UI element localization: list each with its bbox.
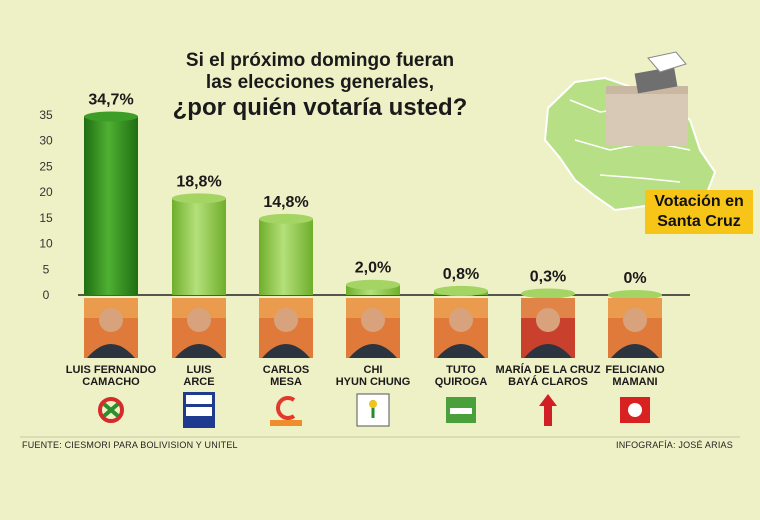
candidate-name-line: MESA	[270, 376, 302, 388]
party-logo-icon	[620, 397, 650, 423]
santa-cruz-map-icon	[543, 51, 717, 212]
candidate-name-line: LUIS FERNANDO	[66, 364, 157, 376]
candidate-name-line: MARÍA DE LA CRUZ	[496, 363, 601, 376]
headline-line-2: las elecciones generales,	[205, 72, 435, 93]
candidate-photo	[608, 298, 662, 358]
bar-cap	[521, 288, 575, 299]
bar-cap	[434, 285, 488, 296]
y-tick-label: 15	[39, 211, 53, 225]
candidate-photo	[84, 298, 138, 358]
y-tick-label: 5	[43, 262, 50, 276]
bar-value-label: 14,8%	[263, 194, 308, 211]
headline-question: ¿por quién votaría usted?	[172, 94, 468, 121]
candidate-photo	[521, 298, 575, 358]
party-logo-icon	[446, 397, 476, 423]
bar-value-label: 18,8%	[176, 173, 221, 190]
candidate-name-line: BAYÁ CLAROS	[508, 375, 588, 388]
bar	[84, 116, 138, 296]
candidate-name-line: CARLOS	[263, 364, 309, 376]
bars-group: 34,7% 18,8% 14,8% 2,0% 0,8% 0,3% 0%	[84, 92, 662, 300]
y-axis: 0 5 10 15 20 25 30 35	[39, 108, 53, 302]
y-tick-label: 25	[39, 159, 53, 173]
y-tick-label: 10	[39, 237, 53, 251]
credit-note: INFOGRAFÍA: JOSÉ ARIAS	[616, 440, 733, 450]
region-badge: Votación en Santa Cruz	[645, 190, 753, 234]
bar-cap	[172, 193, 226, 204]
candidate-photo	[259, 298, 313, 358]
headline-line-1: Si el próximo domingo fueran	[185, 50, 455, 71]
candidate-photo	[346, 298, 400, 358]
y-tick-label: 30	[39, 134, 53, 148]
candidate-name-line: TUTO	[446, 364, 476, 376]
bar-cap	[84, 111, 138, 122]
y-tick-label: 0	[43, 288, 50, 302]
candidate-photo	[434, 298, 488, 358]
candidate-name-line: QUIROGA	[435, 376, 488, 388]
party-logos	[98, 392, 650, 428]
candidate-name-line: CHI	[364, 364, 383, 376]
bar	[346, 284, 400, 295]
bar-cap	[346, 279, 400, 290]
bar-value-label: 0,3%	[530, 268, 566, 285]
party-logo-icon	[183, 392, 215, 428]
bar-cap	[608, 290, 662, 300]
candidate-photos	[84, 298, 662, 358]
region-badge-line-1: Votación en	[654, 193, 744, 210]
bar-value-label: 34,7%	[88, 92, 133, 109]
candidate-name-line: LUIS	[186, 364, 211, 376]
bar-cap	[259, 213, 313, 224]
region-badge-line-2: Santa Cruz	[657, 213, 741, 230]
source-note: FUENTE: CIESMORI PARA BOLIVISION Y UNITE…	[22, 440, 238, 450]
party-logo-icon	[270, 396, 302, 426]
candidate-photo	[172, 298, 226, 358]
party-logo-icon	[539, 394, 557, 426]
candidate-name-line: ARCE	[183, 376, 214, 388]
candidate-name-line: CAMACHO	[82, 376, 140, 388]
party-logo-icon	[356, 393, 390, 427]
candidate-name-line: MAMANI	[612, 376, 657, 388]
candidate-name-line: FELICIANO	[605, 364, 665, 376]
y-tick-label: 20	[39, 185, 53, 199]
candidate-name-line: HYUN CHUNG	[336, 376, 411, 388]
bar	[172, 198, 226, 295]
y-tick-label: 35	[39, 108, 53, 122]
bar-value-label: 2,0%	[355, 260, 391, 277]
bar-value-label: 0,8%	[443, 266, 479, 283]
bar	[259, 218, 313, 295]
party-logo-icon	[98, 397, 124, 423]
headline: Si el próximo domingo fueran las eleccio…	[150, 50, 490, 122]
bar-value-label: 0%	[623, 270, 646, 287]
